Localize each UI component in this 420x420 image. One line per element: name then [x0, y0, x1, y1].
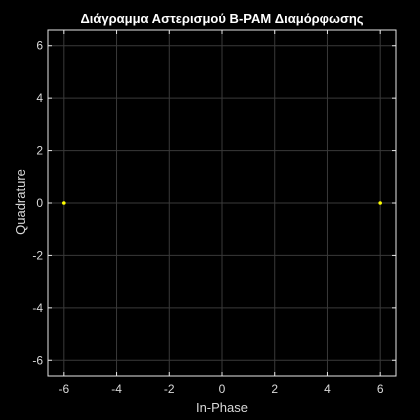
- y-tick-label-4: 4: [36, 91, 43, 105]
- y-tick-label-0: 0: [36, 196, 43, 210]
- y-tick-label-minus4: -4: [32, 301, 43, 315]
- plot-area: -6 -4 -2 0 2 4 6 -6 -4 -2 0 2 4 6: [32, 29, 397, 396]
- chart-title: Διάγραμμα Αστερισμού B-PAM Διαμόρφωσης: [80, 11, 363, 26]
- x-tick-label-0: 0: [219, 382, 226, 396]
- y-axis-label: Quadrature: [13, 169, 28, 235]
- x-tick-label-4: 4: [324, 382, 331, 396]
- data-point-0-1: [378, 201, 382, 205]
- x-tick-label-minus6: -6: [58, 382, 69, 396]
- x-tick-label-6: 6: [377, 382, 384, 396]
- data-point-0-0: [62, 201, 66, 205]
- x-tick-label-minus2: -2: [164, 382, 175, 396]
- y-tick-label-2: 2: [36, 144, 43, 158]
- x-axis-label: In-Phase: [196, 400, 248, 415]
- x-tick-label-2: 2: [271, 382, 278, 396]
- y-tick-label-6: 6: [36, 39, 43, 53]
- x-tick-label-minus4: -4: [111, 382, 122, 396]
- y-tick-label-minus2: -2: [32, 248, 43, 262]
- y-tick-label-minus6: -6: [32, 353, 43, 367]
